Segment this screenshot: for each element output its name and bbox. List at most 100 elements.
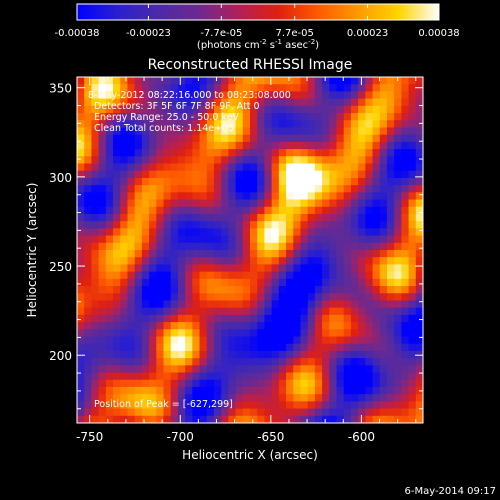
heatmap-cell	[250, 343, 258, 352]
heatmap-cell	[199, 185, 208, 193]
heatmap-cell	[170, 170, 179, 179]
heatmap-cell	[242, 149, 251, 157]
heatmap-cell	[163, 307, 172, 316]
heatmap-cell	[343, 185, 352, 193]
heatmap-cell	[372, 379, 381, 388]
heatmap-cell	[163, 336, 172, 345]
heatmap-cell	[322, 141, 330, 150]
heatmap-cell	[358, 134, 366, 143]
heatmap-cell	[120, 343, 128, 352]
heatmap-cell	[149, 77, 157, 85]
heatmap-cell	[127, 163, 136, 172]
heatmap-cell	[156, 192, 164, 200]
heatmap-cell	[235, 235, 244, 244]
heatmap-cell	[156, 257, 164, 265]
heatmap-cell	[257, 286, 265, 294]
heatmap-cell	[358, 113, 366, 121]
heatmap-cell	[343, 192, 352, 200]
heatmap-cell	[271, 372, 280, 381]
heatmap-cell	[264, 415, 273, 423]
heatmap-cell	[394, 120, 402, 128]
heatmap-cell	[199, 113, 208, 121]
heatmap-cell	[235, 163, 244, 172]
heatmap-cell	[134, 329, 143, 337]
heatmap-cell	[293, 120, 301, 128]
heatmap-cell	[336, 120, 345, 128]
heatmap-cell	[185, 77, 193, 85]
heatmap-cell	[271, 213, 280, 222]
heatmap-cell	[199, 401, 208, 409]
heatmap-cell	[77, 228, 85, 236]
heatmap-cell	[293, 394, 301, 402]
heatmap-cell	[350, 192, 359, 200]
heatmap-cell	[206, 77, 215, 85]
heatmap-cell	[336, 228, 345, 236]
heatmap-cell	[163, 141, 172, 150]
heatmap-cell	[329, 329, 337, 337]
heatmap-cell	[235, 336, 244, 345]
heatmap-cell	[91, 192, 100, 200]
heatmap-cell	[177, 192, 186, 200]
heatmap-cell	[141, 307, 150, 316]
heatmap-cell	[242, 365, 251, 373]
heatmap-cell	[163, 213, 172, 222]
heatmap-cell	[386, 105, 395, 114]
heatmap-cell	[322, 408, 330, 417]
heatmap-cell	[98, 343, 107, 352]
y-tick-label: 250	[49, 260, 72, 274]
heatmap-cell	[98, 293, 107, 301]
heatmap-cell	[113, 221, 121, 229]
heatmap-cell	[156, 408, 164, 417]
heatmap-cell	[156, 228, 164, 236]
heatmap-cell	[127, 358, 136, 366]
heatmap-cell	[329, 149, 337, 157]
heatmap-cell	[379, 286, 388, 294]
heatmap-cell	[293, 235, 301, 244]
heatmap-cell	[278, 314, 287, 323]
heatmap-cell	[386, 134, 395, 143]
heatmap-cell	[177, 113, 186, 121]
heatmap-cell	[221, 257, 229, 265]
heatmap-cell	[264, 141, 273, 150]
heatmap-cell	[264, 199, 273, 208]
heatmap-cell	[163, 149, 172, 157]
heatmap-cell	[286, 221, 294, 229]
heatmap-cell	[365, 213, 373, 222]
heatmap-cell	[300, 329, 309, 337]
heatmap-cell	[185, 177, 193, 186]
heatmap-cell	[314, 192, 323, 200]
heatmap-cell	[134, 199, 143, 208]
heatmap-cell	[271, 264, 280, 273]
heatmap-cell	[120, 206, 128, 215]
heatmap-cell	[120, 415, 128, 423]
heatmap-cell	[278, 250, 287, 258]
heatmap-cell	[322, 250, 330, 258]
heatmap-cell	[314, 134, 323, 143]
heatmap-cell	[271, 336, 280, 345]
heatmap-cell	[177, 329, 186, 337]
heatmap-cell	[134, 314, 143, 323]
heatmap-cell	[84, 343, 92, 352]
heatmap-cell	[271, 206, 280, 215]
heatmap-cell	[257, 149, 265, 157]
heatmap-cell	[401, 242, 409, 251]
heatmap-cell	[358, 408, 366, 417]
heatmap-cell	[199, 300, 208, 309]
heatmap-cell	[192, 300, 200, 309]
heatmap-cell	[105, 286, 114, 294]
heatmap-cell	[365, 372, 373, 381]
y-tick-label: 300	[49, 171, 72, 185]
heatmap-cell	[98, 386, 107, 395]
heatmap-cell	[113, 257, 121, 265]
heatmap-cell	[98, 105, 107, 114]
heatmap-cell	[177, 228, 186, 236]
heatmap-cell	[286, 192, 294, 200]
heatmap-cell	[329, 91, 337, 100]
heatmap-cell	[358, 300, 366, 309]
heatmap-cell	[163, 293, 172, 301]
heatmap-cell	[379, 401, 388, 409]
heatmap-cell	[163, 415, 172, 423]
heatmap-cell	[149, 394, 157, 402]
heatmap-cell	[221, 372, 229, 381]
heatmap-cell	[141, 105, 150, 114]
